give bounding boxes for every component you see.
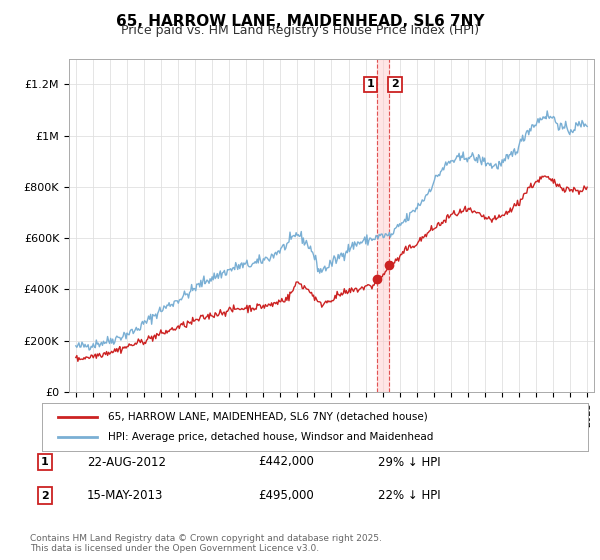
Bar xyxy=(377,59,389,392)
Text: £442,000: £442,000 xyxy=(258,455,314,469)
Text: 2: 2 xyxy=(391,80,399,90)
Text: 65, HARROW LANE, MAIDENHEAD, SL6 7NY (detached house): 65, HARROW LANE, MAIDENHEAD, SL6 7NY (de… xyxy=(107,412,427,422)
Text: 15-MAY-2013: 15-MAY-2013 xyxy=(87,489,163,502)
Text: HPI: Average price, detached house, Windsor and Maidenhead: HPI: Average price, detached house, Wind… xyxy=(107,432,433,442)
Text: Price paid vs. HM Land Registry's House Price Index (HPI): Price paid vs. HM Land Registry's House … xyxy=(121,24,479,37)
Text: Contains HM Land Registry data © Crown copyright and database right 2025.
This d: Contains HM Land Registry data © Crown c… xyxy=(30,534,382,553)
Text: 65, HARROW LANE, MAIDENHEAD, SL6 7NY: 65, HARROW LANE, MAIDENHEAD, SL6 7NY xyxy=(116,14,484,29)
Text: 1: 1 xyxy=(367,80,374,90)
Text: 22% ↓ HPI: 22% ↓ HPI xyxy=(378,489,440,502)
Text: £495,000: £495,000 xyxy=(258,489,314,502)
Text: 22-AUG-2012: 22-AUG-2012 xyxy=(87,455,166,469)
Text: 29% ↓ HPI: 29% ↓ HPI xyxy=(378,455,440,469)
Text: 2: 2 xyxy=(41,491,49,501)
Text: 1: 1 xyxy=(41,457,49,467)
